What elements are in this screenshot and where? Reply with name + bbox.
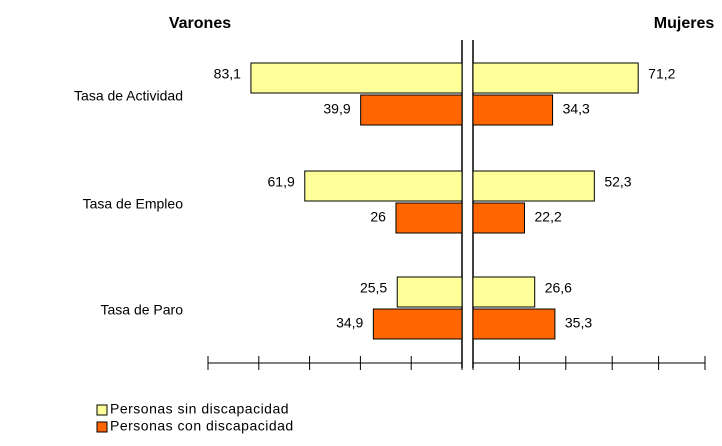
bar — [304, 170, 463, 202]
value-label: 26,6 — [545, 280, 572, 296]
value-label: 34,9 — [336, 315, 363, 331]
bar — [396, 276, 463, 308]
legend-swatch — [96, 421, 108, 433]
bar — [372, 308, 463, 340]
value-label: 61,9 — [268, 174, 295, 190]
value-label: 35,3 — [565, 315, 592, 331]
value-label: 71,2 — [648, 66, 675, 82]
bar — [472, 170, 595, 202]
bar — [250, 62, 463, 94]
value-label: 25,5 — [360, 280, 387, 296]
category-label: Tasa de Empleo — [83, 196, 184, 212]
bar — [472, 202, 526, 234]
legend-label: Personas sin discapacidad — [110, 401, 289, 417]
bar — [395, 202, 463, 234]
category-label: Tasa de Actividad — [74, 88, 183, 104]
value-label: 22,2 — [535, 209, 562, 225]
category-label: Tasa de Paro — [101, 302, 184, 318]
bar — [472, 276, 536, 308]
value-label: 34,3 — [563, 101, 590, 117]
value-label: 83,1 — [214, 66, 241, 82]
legend-label: Personas con discapacidad — [110, 418, 294, 434]
value-label: 26 — [370, 209, 386, 225]
value-label: 52,3 — [604, 174, 631, 190]
bar — [472, 94, 554, 126]
bar — [472, 308, 556, 340]
value-label: 39,9 — [323, 101, 350, 117]
panel-title: Mujeres — [654, 15, 715, 32]
legend-swatch — [96, 404, 108, 416]
panel-title: Varones — [169, 15, 231, 32]
bar — [360, 94, 463, 126]
bar — [472, 62, 639, 94]
